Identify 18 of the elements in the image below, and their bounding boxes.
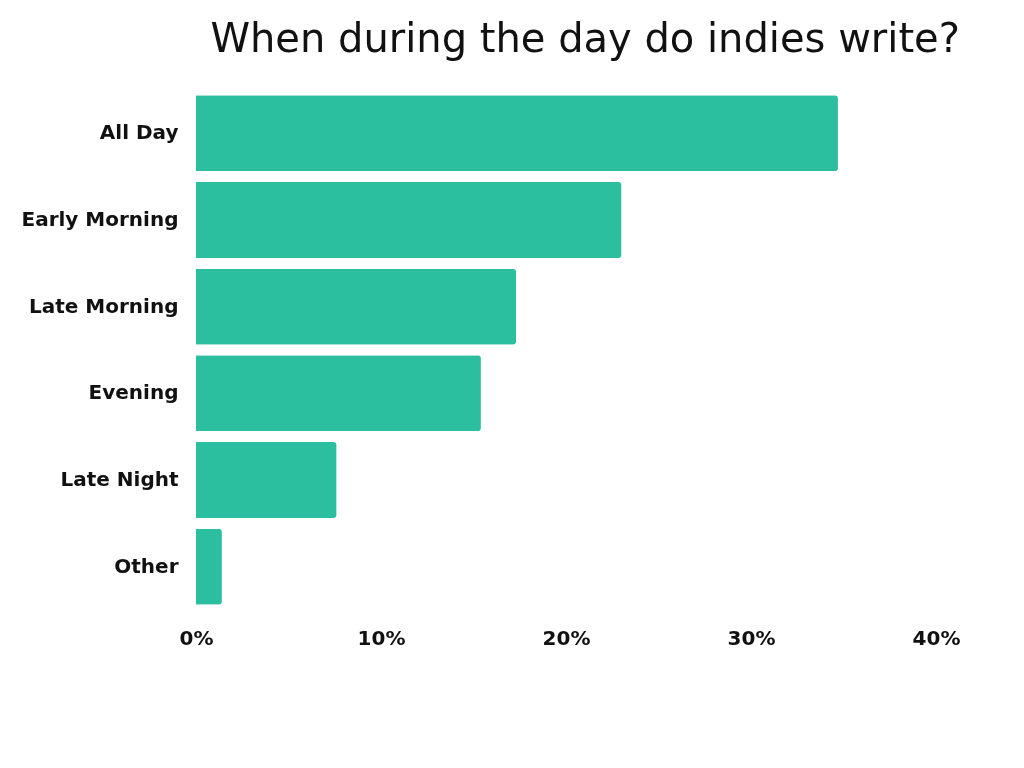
chart-title: When during the day do indies write? xyxy=(210,15,960,61)
x-tick-label: 40% xyxy=(912,625,961,650)
y-tick-label: Evening xyxy=(88,380,179,405)
bar xyxy=(196,182,622,258)
y-tick-label: All Day xyxy=(99,120,179,145)
bar xyxy=(196,355,481,432)
y-tick-label: Late Night xyxy=(60,467,179,491)
bar xyxy=(196,268,517,345)
y-tick-label: Other xyxy=(114,553,179,578)
bar xyxy=(196,95,838,172)
y-tick-label: Late Morning xyxy=(29,293,179,318)
x-tick-label: 30% xyxy=(727,625,776,650)
x-tick-label: 20% xyxy=(542,625,591,650)
y-tick-label: Early Morning xyxy=(21,207,179,231)
x-tick-label: 10% xyxy=(357,625,406,650)
bar xyxy=(196,442,337,518)
bar xyxy=(196,528,222,605)
x-tick-label: 0% xyxy=(179,625,214,650)
